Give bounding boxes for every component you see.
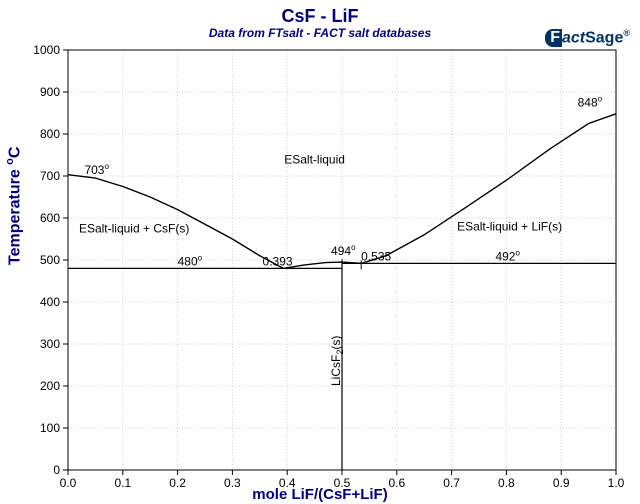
svg-text:703o: 703o [84,162,109,177]
svg-text:848o: 848o [578,95,603,110]
svg-text:500: 500 [40,253,60,267]
svg-text:ESalt-liquid: ESalt-liquid [284,152,345,166]
svg-text:200: 200 [40,379,60,393]
svg-text:480o: 480o [178,253,203,268]
svg-text:1.0: 1.0 [608,476,625,490]
svg-text:400: 400 [40,295,60,309]
phase-diagram-chart: 0.0 0.1 0.2 0.3 0.4 0.5 0.6 0.7 0.8 0.9 1.0 0 100 200… [0,0,640,504]
svg-text:0.1: 0.1 [114,476,131,490]
svg-text:0.6: 0.6 [388,476,405,490]
svg-text:0.2: 0.2 [169,476,186,490]
svg-text:900: 900 [40,85,60,99]
svg-text:0.8: 0.8 [498,476,515,490]
svg-text:1000: 1000 [33,43,60,57]
svg-text:100: 100 [40,421,60,435]
svg-text:0.5: 0.5 [334,476,351,490]
svg-text:0.4: 0.4 [279,476,296,490]
svg-text:0.393: 0.393 [263,254,293,268]
svg-text:ESalt-liquid + CsF(s): ESalt-liquid + CsF(s) [79,222,189,236]
svg-text:492o: 492o [495,248,520,263]
svg-text:0.3: 0.3 [224,476,241,490]
svg-text:0.9: 0.9 [553,476,570,490]
svg-text:494o: 494o [331,243,356,258]
svg-text:0.0: 0.0 [60,476,77,490]
svg-text:600: 600 [40,211,60,225]
svg-text:700: 700 [40,169,60,183]
svg-text:800: 800 [40,127,60,141]
svg-text:0: 0 [53,463,60,477]
svg-text:ESalt-liquid + LiF(s): ESalt-liquid + LiF(s) [457,220,562,234]
svg-text:300: 300 [40,337,60,351]
svg-text:0.535: 0.535 [361,249,391,263]
svg-text:0.7: 0.7 [443,476,460,490]
svg-text:LiCsF2(s): LiCsF2(s) [329,336,345,386]
